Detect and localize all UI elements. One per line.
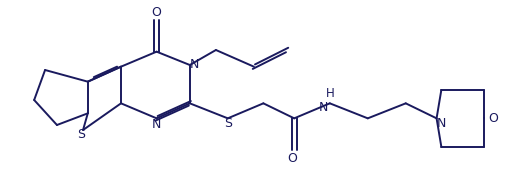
- Text: O: O: [287, 152, 297, 164]
- Text: O: O: [488, 112, 498, 125]
- Text: S: S: [224, 117, 232, 130]
- Text: H: H: [325, 87, 334, 100]
- Text: N: N: [152, 118, 161, 131]
- Text: S: S: [77, 128, 85, 141]
- Text: N: N: [190, 58, 199, 71]
- Text: N: N: [437, 117, 446, 130]
- Text: N: N: [319, 101, 328, 114]
- Text: O: O: [152, 7, 161, 19]
